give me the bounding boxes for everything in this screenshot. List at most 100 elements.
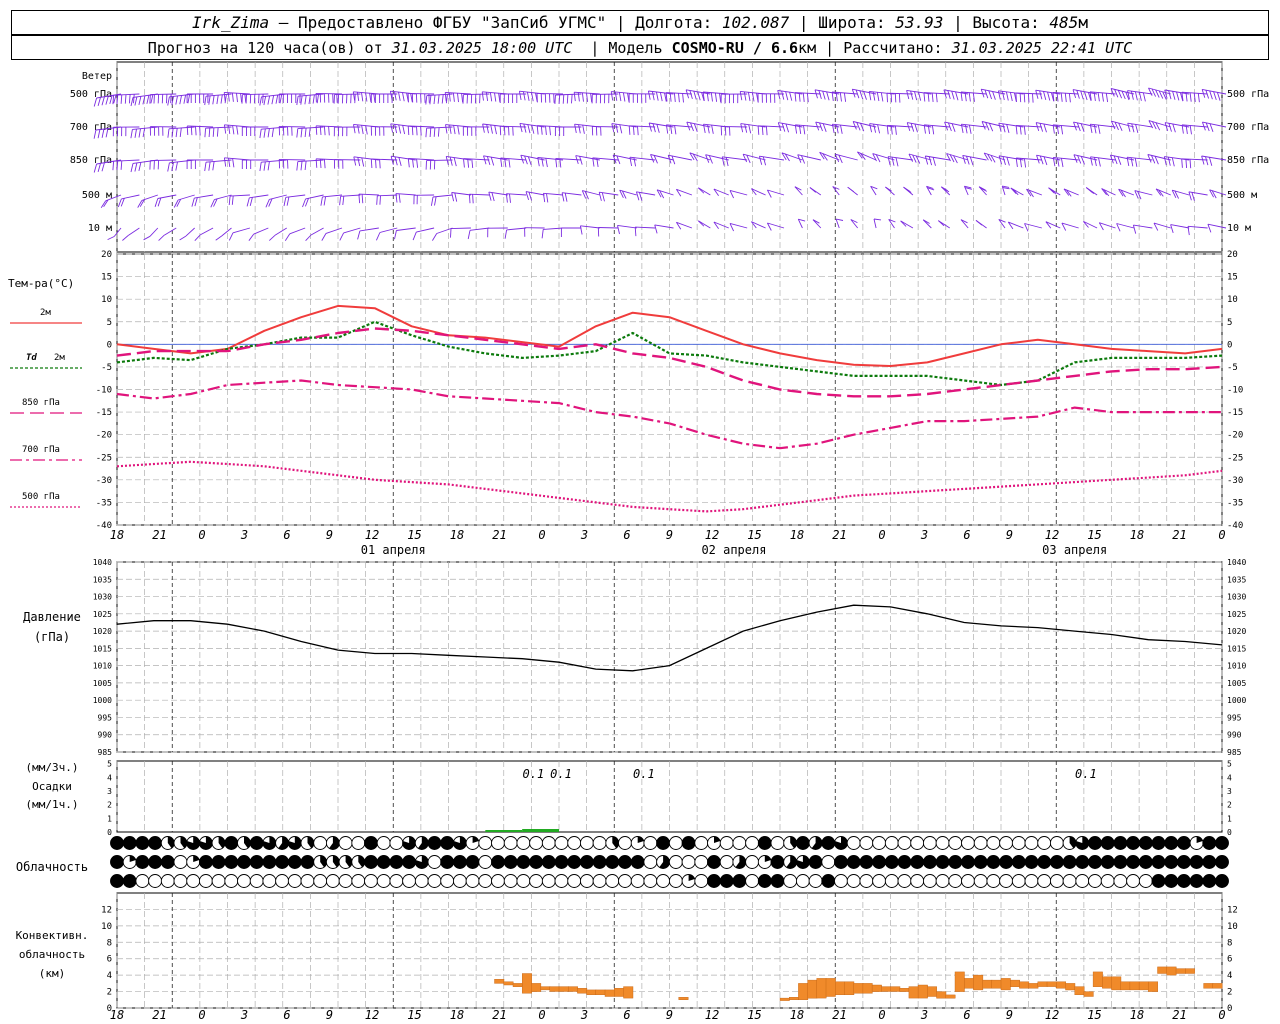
- cloud-row: [110, 836, 1229, 850]
- cloud-cover-symbol: [135, 874, 150, 888]
- cloud-cover-symbol: [1138, 855, 1153, 869]
- temp-series-line: [116, 320, 1223, 387]
- wind-barb: [960, 219, 969, 229]
- cloud-cover-symbol: [376, 855, 391, 869]
- wind-barb: [742, 153, 766, 161]
- pressure-tick-left: 1020: [93, 627, 112, 636]
- wind-barb: [729, 222, 748, 229]
- wind-barb: [767, 222, 785, 229]
- wind-barb-feather: [425, 160, 436, 170]
- cloud-cover-symbol: [834, 855, 848, 869]
- cloud-cover-symbol: [478, 874, 493, 888]
- wind-barb-feather: [610, 91, 630, 102]
- pressure-tick-left: 1035: [93, 575, 112, 584]
- cloud-cover-symbol: [529, 836, 544, 850]
- pressure-panel-unit: (гПа): [34, 630, 70, 644]
- wind-barb: [1008, 221, 1024, 229]
- wind-barb-feather: [980, 89, 996, 100]
- wind-barb: [729, 189, 748, 196]
- wind-barb-feather: [425, 94, 448, 105]
- temp-tick-left: 20: [101, 250, 112, 260]
- wind-barb-feather: [375, 232, 381, 241]
- wind-barb-feather: [635, 191, 643, 201]
- cloud-cover-symbol: [1189, 855, 1204, 869]
- wind-barb: [1061, 222, 1079, 229]
- wind-barb-feather: [425, 127, 440, 138]
- conv-tick-left: 0: [107, 1004, 112, 1014]
- wind-barb: [908, 153, 932, 161]
- wind-barb: [543, 227, 564, 230]
- conv-tick-left: 2: [107, 988, 112, 998]
- conv-cloud-bar: [936, 991, 947, 999]
- wind-barb-feather: [445, 124, 460, 135]
- wind-barb-feather: [210, 198, 218, 208]
- cloud-cover-symbol: [541, 874, 556, 888]
- wind-barb: [635, 226, 656, 229]
- cloud-cover-symbol: [1011, 855, 1026, 869]
- cloud-cover-symbol: [1049, 874, 1064, 888]
- wind-barb-feather: [1148, 120, 1161, 131]
- legend-label: 2м: [40, 308, 51, 318]
- wind-barb-feather: [944, 121, 956, 132]
- wind-barb-feather: [228, 232, 234, 241]
- time-tick-label: 12: [705, 528, 719, 542]
- wind-barb-feather: [654, 224, 658, 234]
- wind-barb-feather: [946, 153, 958, 164]
- cloud-cover-symbol: [630, 855, 645, 869]
- cloud-cover-symbol: [491, 836, 505, 850]
- wind-barb: [698, 187, 711, 196]
- wind-barb-feather: [241, 127, 256, 136]
- conv-cloud-bar: [1212, 983, 1223, 989]
- pressure-tick-left: 1000: [93, 696, 112, 705]
- cloud-cover-symbol: [249, 836, 264, 850]
- conv-tick-right: 12: [1227, 905, 1238, 915]
- cloud-cover-symbol: [668, 855, 683, 869]
- conv-cloud-bar: [678, 997, 689, 1000]
- wind-barb-feather: [499, 126, 514, 136]
- wind-barb-feather: [619, 190, 627, 199]
- cloud-cover-symbol: [719, 874, 734, 888]
- wind-barb-feather: [794, 124, 806, 135]
- wind-barb: [676, 221, 693, 229]
- header-row-forecast: Прогноз на 120 часа(ов) от 31.03.2025 18…: [11, 35, 1269, 60]
- temp-tick-right: 10: [1227, 295, 1238, 305]
- cloud-cover-symbol: [402, 855, 417, 869]
- wind-barb-feather: [554, 127, 565, 136]
- wind-barb: [416, 227, 435, 233]
- wind-barb: [794, 186, 803, 196]
- wind-barb-feather: [1116, 223, 1121, 232]
- cloud-fill: [199, 836, 213, 850]
- precip-panel-unit-1h: (мм/1ч.): [26, 798, 79, 811]
- conv-cloud-bar: [1028, 983, 1039, 989]
- wind-barb-feather: [975, 220, 983, 226]
- wind-barb-feather: [1010, 187, 1019, 196]
- wind-barb: [285, 194, 306, 198]
- cloud-cover-symbol: [300, 855, 315, 869]
- wind-barb-feather: [1148, 87, 1167, 100]
- wind-barb-feather: [870, 185, 878, 190]
- wind-barb-feather: [937, 220, 945, 227]
- date-label: 02 апреля: [701, 543, 766, 557]
- wind-barb-feather: [676, 222, 682, 230]
- wind-barb: [619, 189, 637, 196]
- conv-tick-left: 12: [101, 905, 112, 915]
- cloud-cover-symbol: [1037, 855, 1052, 869]
- cloud-cover-symbol: [707, 874, 721, 888]
- cloud-cover-symbol: [821, 874, 836, 888]
- cloud-cover-symbol: [961, 855, 975, 869]
- cloud-cover-symbol: [1151, 874, 1166, 888]
- cloud-cover-symbol: [198, 874, 213, 888]
- cloud-cover-symbol: [249, 874, 264, 888]
- pressure-tick-left: 1005: [93, 679, 112, 688]
- wind-barb-feather: [536, 125, 551, 136]
- wind-barb-feather: [149, 94, 172, 104]
- wind-barb-feather: [1155, 188, 1164, 197]
- wind-barb-feather: [186, 160, 196, 169]
- cloud-cover-symbol: [961, 874, 975, 888]
- model-label: | Модель: [572, 38, 672, 57]
- temp-tick-left: -40: [96, 521, 112, 531]
- wind-barb-feather: [798, 218, 806, 222]
- precip-tick-right: 2: [1227, 801, 1232, 810]
- wind-barb-feather: [555, 158, 562, 168]
- conv-cloud-bar: [1184, 968, 1195, 974]
